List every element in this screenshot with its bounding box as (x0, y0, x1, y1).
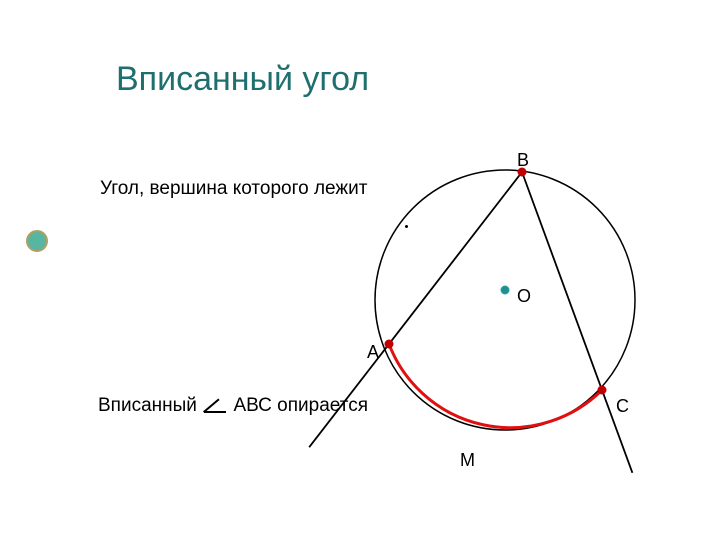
slide: { "title": { "text": "Вписанный угол", "… (0, 0, 720, 540)
angle-icon (204, 397, 226, 413)
point-label-C: С (616, 396, 629, 417)
point-label-O: О (517, 286, 531, 307)
text2-pre: Вписанный (98, 395, 197, 416)
point-label-A: А (367, 342, 379, 363)
inscribed-angle-diagram (300, 140, 680, 480)
point-label-M: М (460, 450, 475, 471)
slide-title: Вписанный угол (116, 60, 369, 99)
slide-bullet-icon (26, 230, 48, 252)
point-label-B: В (517, 150, 529, 171)
